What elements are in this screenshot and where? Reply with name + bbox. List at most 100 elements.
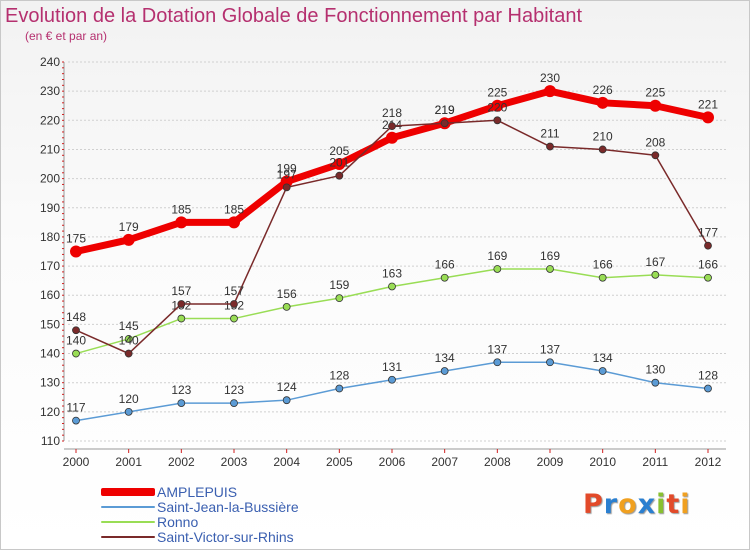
x-tick-label: 2008 [484, 455, 511, 469]
data-point [124, 335, 133, 343]
proxiti-logo: Proxiti [583, 489, 691, 520]
data-point [440, 273, 449, 282]
data-label: 166 [435, 258, 455, 272]
data-label: 166 [593, 258, 613, 272]
data-label: 208 [645, 135, 665, 149]
data-label: 166 [698, 258, 718, 272]
y-tick-label: 170 [40, 259, 60, 273]
data-label: 134 [435, 351, 455, 365]
data-label: 226 [593, 83, 613, 97]
data-point [546, 265, 554, 273]
data-point [702, 111, 714, 124]
data-point [440, 119, 449, 128]
data-label: 145 [119, 319, 139, 333]
legend-swatch [101, 487, 155, 496]
data-point [177, 314, 186, 323]
y-tick-label: 110 [41, 434, 60, 448]
legend-item: Saint-Jean-la-Bussière [101, 499, 299, 515]
data-label: 210 [593, 129, 613, 143]
data-point [230, 314, 238, 323]
data-point [544, 85, 556, 98]
x-tick-label: 2005 [326, 455, 353, 469]
legend-item: Ronno [101, 514, 299, 530]
chart-legend: AMPLEPUIS Saint-Jean-la-Bussière Ronno Sain… [101, 483, 299, 545]
data-label: 177 [698, 226, 718, 240]
data-point [388, 282, 396, 291]
legend-label: AMPLEPUIS [157, 483, 238, 500]
data-point [598, 145, 607, 154]
y-tick-label: 240 [40, 55, 60, 69]
data-point [386, 131, 398, 144]
data-label: 218 [382, 106, 402, 120]
data-point [333, 158, 346, 171]
data-point [124, 407, 133, 416]
data-point [335, 384, 344, 393]
y-tick-label: 130 [40, 376, 60, 390]
data-point [388, 375, 396, 384]
data-point [651, 151, 660, 160]
legend-swatch [101, 505, 155, 508]
data-point [704, 273, 712, 282]
x-tick-label: 2011 [642, 455, 668, 469]
legend-swatch [101, 535, 155, 538]
x-tick-label: 2000 [63, 455, 90, 469]
data-label: 140 [119, 334, 139, 348]
data-point [598, 367, 607, 375]
data-label: 134 [593, 351, 613, 365]
data-label: 167 [645, 255, 665, 269]
data-label: 137 [540, 342, 560, 356]
data-point [177, 300, 186, 308]
data-label: 128 [698, 369, 718, 383]
x-tick-label: 2001 [115, 455, 142, 469]
y-tick-label: 220 [40, 113, 60, 127]
data-point [177, 399, 186, 408]
data-point [704, 384, 712, 393]
data-label: 225 [645, 86, 665, 100]
data-label: 140 [66, 334, 86, 348]
data-label: 219 [435, 103, 455, 117]
data-label: 163 [382, 266, 402, 280]
data-point [124, 349, 133, 358]
data-label: 123 [171, 383, 191, 397]
data-point [282, 302, 291, 311]
data-point [230, 300, 238, 308]
data-point [440, 367, 449, 375]
x-tick-label: 2003 [221, 455, 248, 469]
y-tick-label: 230 [40, 84, 60, 98]
y-tick-label: 200 [40, 172, 60, 186]
data-label: 201 [329, 156, 349, 170]
data-label: 120 [119, 392, 139, 406]
data-label: 137 [487, 342, 507, 356]
data-point [493, 116, 502, 125]
data-label: 169 [487, 249, 507, 263]
data-label: 220 [487, 100, 507, 114]
data-label: 124 [277, 380, 297, 394]
data-label: 230 [540, 71, 560, 85]
data-point [491, 99, 504, 112]
data-point [649, 99, 662, 112]
data-label: 159 [329, 278, 349, 292]
data-point [280, 175, 293, 188]
chart-subtitle: (en € et par an) [25, 29, 108, 43]
data-point [493, 358, 502, 367]
data-point [282, 183, 291, 192]
data-label: 185 [171, 202, 191, 216]
y-tick-label: 180 [40, 230, 60, 244]
data-point [335, 294, 344, 303]
data-label: 225 [487, 86, 507, 100]
x-tick-label: 2002 [168, 455, 195, 469]
legend-item: AMPLEPUIS [101, 483, 299, 500]
data-point [282, 396, 291, 405]
data-point [493, 265, 502, 273]
data-point [651, 378, 660, 387]
data-point [70, 245, 82, 258]
data-label: 131 [382, 360, 402, 374]
y-tick-label: 140 [40, 347, 60, 361]
data-label: 157 [171, 284, 191, 298]
data-point [388, 122, 396, 131]
x-tick-label: 2010 [589, 455, 616, 469]
data-label: 128 [329, 369, 349, 383]
data-label: 130 [645, 363, 665, 377]
x-tick-label: 2012 [695, 455, 722, 469]
